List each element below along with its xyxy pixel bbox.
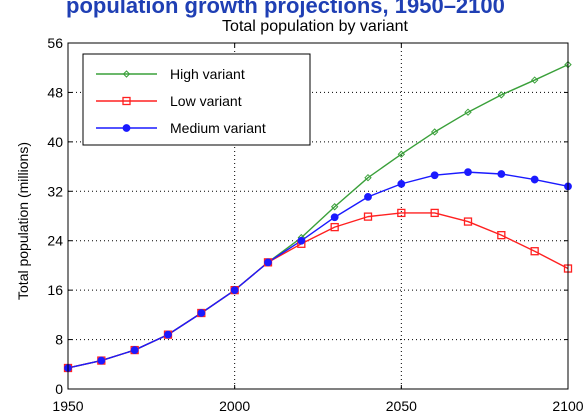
data-point-medium-variant-2050 [397, 179, 406, 188]
x-tick-label-2000: 2000 [219, 398, 250, 414]
data-point-high-variant-2040 [364, 173, 372, 182]
data-point-medium-variant-1970 [130, 346, 139, 354]
plot-frame [67, 42, 569, 390]
data-point-high-variant-2060 [430, 128, 439, 136]
y-tick-label-48: 48 [47, 84, 63, 100]
data-point-high-variant-2050 [397, 150, 406, 158]
data-point-medium-variant-2090 [530, 175, 539, 184]
data-point-high-variant-2080 [497, 91, 506, 99]
x-tick-label-2050: 2050 [386, 398, 417, 414]
data-point-medium-variant-2030 [330, 213, 339, 222]
data-point-medium-variant-1960 [97, 356, 106, 365]
data-point-medium-variant-1990 [197, 309, 206, 317]
y-tick-label-56: 56 [47, 35, 63, 51]
data-point-medium-variant-2070 [464, 168, 472, 177]
data-point-low-variant-2080 [497, 231, 506, 240]
clipped-header-text: population growth projections, 1950–2100 [66, 0, 505, 18]
y-tick-label-32: 32 [47, 183, 63, 199]
data-point-low-variant-2070 [463, 217, 473, 226]
y-axis-label: Total population (millions) [15, 142, 31, 300]
data-point-medium-variant-2040 [364, 192, 372, 201]
data-point-high-variant-2070 [464, 108, 472, 116]
x-tick-label-2100: 2100 [552, 398, 583, 414]
data-point-medium-variant-2080 [497, 170, 506, 178]
y-tick-label-24: 24 [47, 233, 63, 249]
data-point-low-variant-2050 [397, 208, 406, 218]
legend-label-low-variant: Low variant [170, 93, 242, 109]
chart-title: Total population by variant [222, 18, 408, 35]
series-line-medium-variant [67, 171, 569, 369]
data-point-high-variant-2090 [530, 76, 539, 84]
plot-area: 1950 2000 2050 2100 0 8 16 24 32 40 48 56 High varia… [47, 35, 583, 414]
data-point-high-variant-2030 [330, 203, 339, 211]
data-point-medium-variant-2000 [230, 286, 239, 295]
legend-marker-low-variant [122, 96, 131, 106]
data-point-low-variant-2030 [330, 222, 339, 232]
y-tick-label-40: 40 [47, 134, 63, 150]
legend-label-high-variant: High variant [170, 66, 245, 82]
legend-label-medium-variant: Medium variant [170, 120, 266, 136]
legend-box [82, 53, 311, 146]
data-point-medium-variant-1980 [164, 330, 172, 339]
y-tick-label-0: 0 [55, 381, 63, 397]
legend-marker-high-variant [122, 70, 131, 78]
data-point-medium-variant-2020 [297, 236, 306, 245]
y-tick-label-8: 8 [55, 332, 63, 348]
data-point-medium-variant-2010 [264, 258, 272, 267]
data-point-low-variant-2040 [363, 212, 373, 221]
data-point-medium-variant-2060 [430, 171, 439, 180]
data-point-low-variant-2090 [530, 247, 539, 256]
legend-marker-medium-variant [122, 124, 131, 132]
y-tick-label-16: 16 [47, 282, 63, 298]
x-tick-label-1950: 1950 [52, 398, 83, 414]
data-point-low-variant-2060 [430, 208, 439, 218]
